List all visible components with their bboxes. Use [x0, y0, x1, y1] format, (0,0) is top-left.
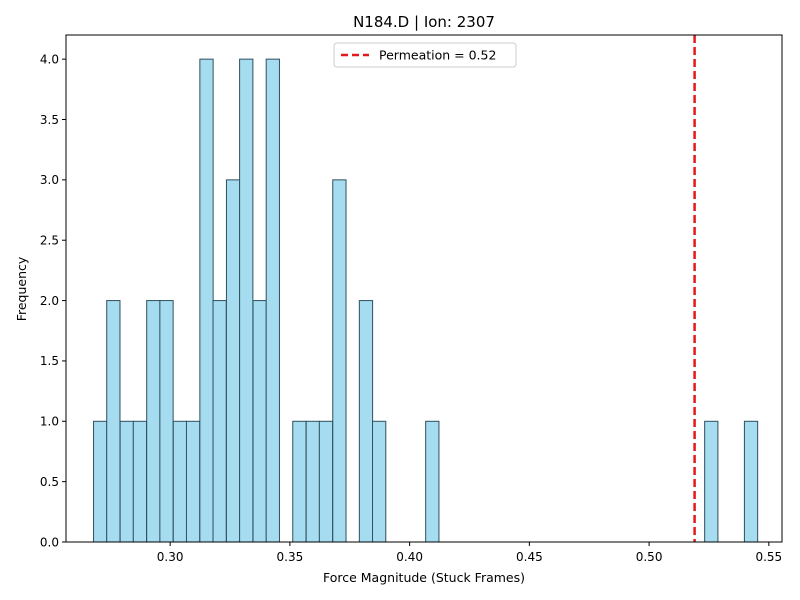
y-tick-label-2: 1.0 [40, 415, 59, 429]
x-tick-label-0: 0.30 [157, 550, 184, 564]
y-axis-ticks: 0.0 0.5 1.0 1.5 2.0 2.5 3.0 3.5 4.0 [40, 52, 66, 549]
y-tick-label-1: 0.5 [40, 475, 59, 489]
x-tick-label-5: 0.55 [755, 550, 782, 564]
histogram-bar-1 [106, 300, 121, 543]
histogram-bar-5 [159, 300, 174, 543]
plot-frame [65, 34, 783, 543]
chart-title: N184.D | Ion: 2307 [353, 13, 495, 31]
y-tick-label-6: 3.0 [40, 173, 59, 187]
histogram-bar-6 [172, 420, 188, 543]
x-tick-label-2: 0.40 [396, 550, 423, 564]
histogram-bar-19 [372, 420, 387, 543]
histogram-bar-11 [239, 58, 254, 543]
histogram-bar-12 [252, 300, 267, 543]
histogram-bar-20 [425, 420, 440, 543]
histogram-bar-22 [743, 420, 759, 543]
x-tick-label-1: 0.35 [277, 550, 304, 564]
histogram-bar-16 [318, 420, 334, 543]
histogram-bar-3 [132, 420, 148, 543]
histogram-bar-2 [119, 420, 134, 543]
y-tick-label-8: 4.0 [40, 52, 59, 66]
histogram-bar-4 [146, 300, 161, 543]
histogram-bar-0 [93, 420, 108, 543]
y-tick-label-7: 3.5 [40, 113, 59, 127]
y-tick-label-0: 0.0 [40, 535, 59, 549]
histogram-bar-7 [185, 420, 201, 543]
x-tick-label-3: 0.45 [516, 550, 543, 564]
histogram-bar-21 [704, 420, 719, 543]
legend-label: Permeation = 0.52 [379, 48, 496, 63]
histogram-bar-17 [332, 179, 347, 543]
histogram-bar-14 [292, 420, 307, 543]
legend-box [333, 42, 517, 68]
histogram-bar-10 [225, 179, 241, 543]
histogram-bar-15 [305, 420, 320, 543]
legend: Permeation = 0.52 [333, 42, 517, 68]
y-tick-label-5: 2.5 [40, 234, 59, 248]
histogram-bar-18 [358, 300, 374, 543]
y-axis-label: Frequency [14, 256, 29, 321]
histogram-bar-13 [265, 58, 280, 543]
bars-group [93, 58, 759, 543]
histogram-bar-8 [199, 58, 214, 543]
y-tick-label-4: 2.0 [40, 294, 59, 308]
y-tick-label-3: 1.5 [40, 354, 59, 368]
histogram-bar-9 [212, 300, 227, 543]
x-tick-label-4: 0.50 [636, 550, 663, 564]
x-axis-ticks: 0.30 0.35 0.40 0.45 0.50 0.55 [157, 542, 782, 564]
x-axis-label: Force Magnitude (Stuck Frames) [323, 570, 525, 585]
